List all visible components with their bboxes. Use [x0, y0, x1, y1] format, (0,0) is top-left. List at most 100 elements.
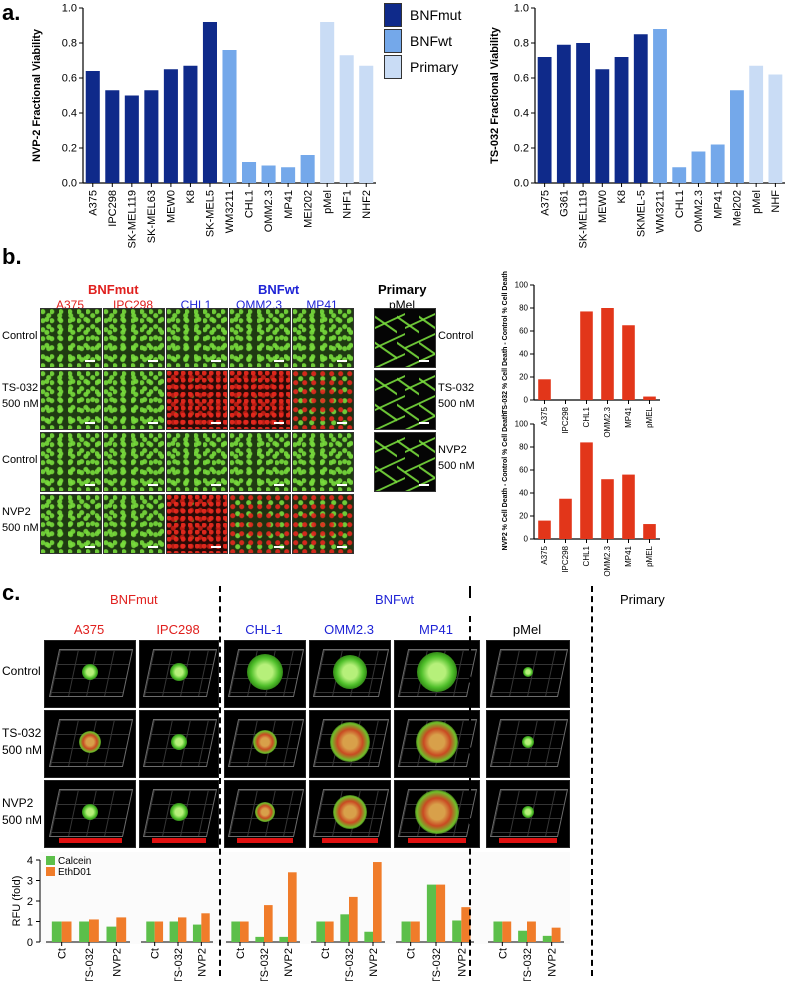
bar-K8 [183, 65, 198, 183]
scale-bar [237, 838, 293, 843]
x-tick-label: NHF [770, 190, 782, 213]
rfu-bar-ethd-OMM2.3-Ct [325, 921, 334, 942]
bar-pMEL [643, 524, 656, 539]
scale-bar [148, 484, 158, 486]
y-tick-label: 20 [519, 373, 528, 382]
rfu-legend-label-Calcein: Calcein [58, 856, 91, 867]
legend-item-wt: BNFwt [384, 28, 461, 54]
x-tick-label: K8 [616, 190, 628, 203]
rfu-legend-swatch-EthD01 [46, 867, 55, 876]
rfu-bar-calcein-A375-Ct [51, 921, 62, 942]
c-spheroid-r1-c0 [44, 710, 136, 778]
c-row-label-2-2: 500 nM [2, 813, 43, 827]
rfu-bar-calcein-CHL-1-TS-032 [255, 936, 264, 942]
b-group-primary: Primary [378, 282, 427, 297]
y-tick-label: 80 [519, 443, 528, 452]
bar-A375 [537, 57, 552, 183]
y-tick-label: 20 [519, 512, 528, 521]
c-row-label-2-1: NVP2 [2, 796, 34, 810]
bar-K8 [614, 57, 629, 183]
scale-bar [211, 546, 221, 548]
c-spheroid-r2-c0 [44, 780, 136, 848]
c-spheroid-r0-c3 [309, 640, 391, 708]
rfu-bar-ethd-IPC298-NVP2 [201, 913, 210, 942]
x-tick-label: OMM2.3 [603, 545, 612, 576]
spheroid [247, 654, 283, 690]
bar-OMM2.3 [601, 308, 614, 400]
spheroid [417, 652, 457, 692]
x-tick-label: NHF1 [341, 190, 353, 219]
x-tick-label: A375 [87, 190, 99, 216]
c-spheroid-r1-c5 [486, 710, 570, 778]
scale-bar [85, 422, 95, 424]
y-axis-label: TS-032 Fractional Viability [489, 26, 501, 164]
c-cell-header-2: CHL-1 [245, 622, 283, 637]
c-group-wt: BNFwt [375, 592, 414, 607]
bar-SK-MEL5 [202, 22, 217, 183]
bar-SKMEL-5 [633, 34, 648, 183]
scale-bar [148, 360, 158, 362]
rfu-bar-ethd-pMel-NVP2 [551, 927, 561, 942]
x-tick-label: pMEL [645, 406, 654, 427]
scale-bar [85, 546, 95, 548]
rfu-bar-calcein-OMM2.3-Ct [316, 921, 325, 942]
x-tick-label: SK-MEL63 [146, 190, 158, 243]
bar-MP41 [622, 325, 635, 400]
rfu-y-tick-label: 1 [27, 917, 33, 929]
b-row-label-3-2: 500 nM [2, 522, 39, 534]
y-tick-label: 0.8 [62, 38, 77, 50]
legend-label-primary: Primary [410, 59, 459, 75]
bar-SK-MEL63 [144, 90, 159, 183]
legend-item-primary: Primary [384, 54, 461, 80]
divider-top-2 [469, 586, 471, 598]
c-spheroid-r1-c2 [224, 710, 306, 778]
rfu-x-tick-label: NVP2 [283, 948, 295, 977]
rfu-bar-calcein-pMel-NVP2 [542, 935, 552, 942]
rfu-x-tick-label: Ct [406, 948, 418, 959]
rfu-bar-ethd-MP41-NVP2 [461, 907, 471, 942]
b-group-wt: BNFwt [258, 282, 300, 297]
c-spheroid-r1-c3 [309, 710, 391, 778]
bar-WM3211 [653, 29, 667, 183]
c-row-label-1-1: TS-032 [2, 726, 42, 740]
rfu-bar-ethd-MP41-Ct [410, 921, 420, 942]
x-tick-label: A375 [539, 190, 551, 216]
rfu-x-tick-label: Ct [320, 948, 332, 959]
y-tick-label: 80 [519, 304, 528, 313]
b-micrograph-r1-c1 [103, 370, 165, 430]
rfu-bar-ethd-pMel-TS-032 [527, 921, 536, 942]
rfu-legend-label-EthD01: EthD01 [58, 867, 92, 878]
bar-pMel [320, 22, 335, 183]
legend-label-wt: BNFwt [410, 33, 452, 49]
bar-A375 [538, 520, 551, 539]
b-row-label-3-1: NVP2 [2, 506, 31, 518]
x-tick-label: pMEL [645, 545, 654, 566]
b-micrograph-r3-c2 [166, 494, 228, 554]
divider-2 [469, 616, 471, 976]
b-micrograph-r0-c1 [103, 308, 165, 368]
rfu-bar-calcein-MP41-TS-032 [426, 884, 436, 942]
scale-bar [148, 422, 158, 424]
rfu-plot-background [40, 852, 570, 944]
c-cell-header-1: IPC298 [156, 622, 200, 637]
x-tick-label: IPC298 [107, 190, 119, 227]
y-tick-label: 0.0 [514, 178, 529, 190]
scale-bar [337, 484, 347, 486]
scale-bar [407, 838, 467, 843]
x-tick-label: WM3211 [224, 190, 236, 233]
y-tick-label: 0.4 [62, 108, 77, 120]
x-tick-label: OMM2.3 [263, 190, 275, 232]
y-tick-label: 40 [519, 489, 528, 498]
y-axis-label: NVP-2 Fractional Viability [31, 28, 43, 162]
rfu-x-tick-label: Ct [57, 948, 69, 959]
x-tick-label: MEI202 [302, 190, 314, 228]
bar-NHF [768, 74, 783, 183]
rfu-bar-calcein-OMM2.3-NVP2 [364, 931, 373, 942]
y-tick-label: 0.2 [514, 143, 529, 155]
bar-A375 [538, 379, 551, 400]
x-tick-label: CHL1 [582, 545, 591, 566]
rfu-x-tick-label: TS-032 [259, 948, 271, 981]
x-tick-label: IPC298 [561, 406, 570, 433]
bar-MEI202 [300, 155, 315, 183]
